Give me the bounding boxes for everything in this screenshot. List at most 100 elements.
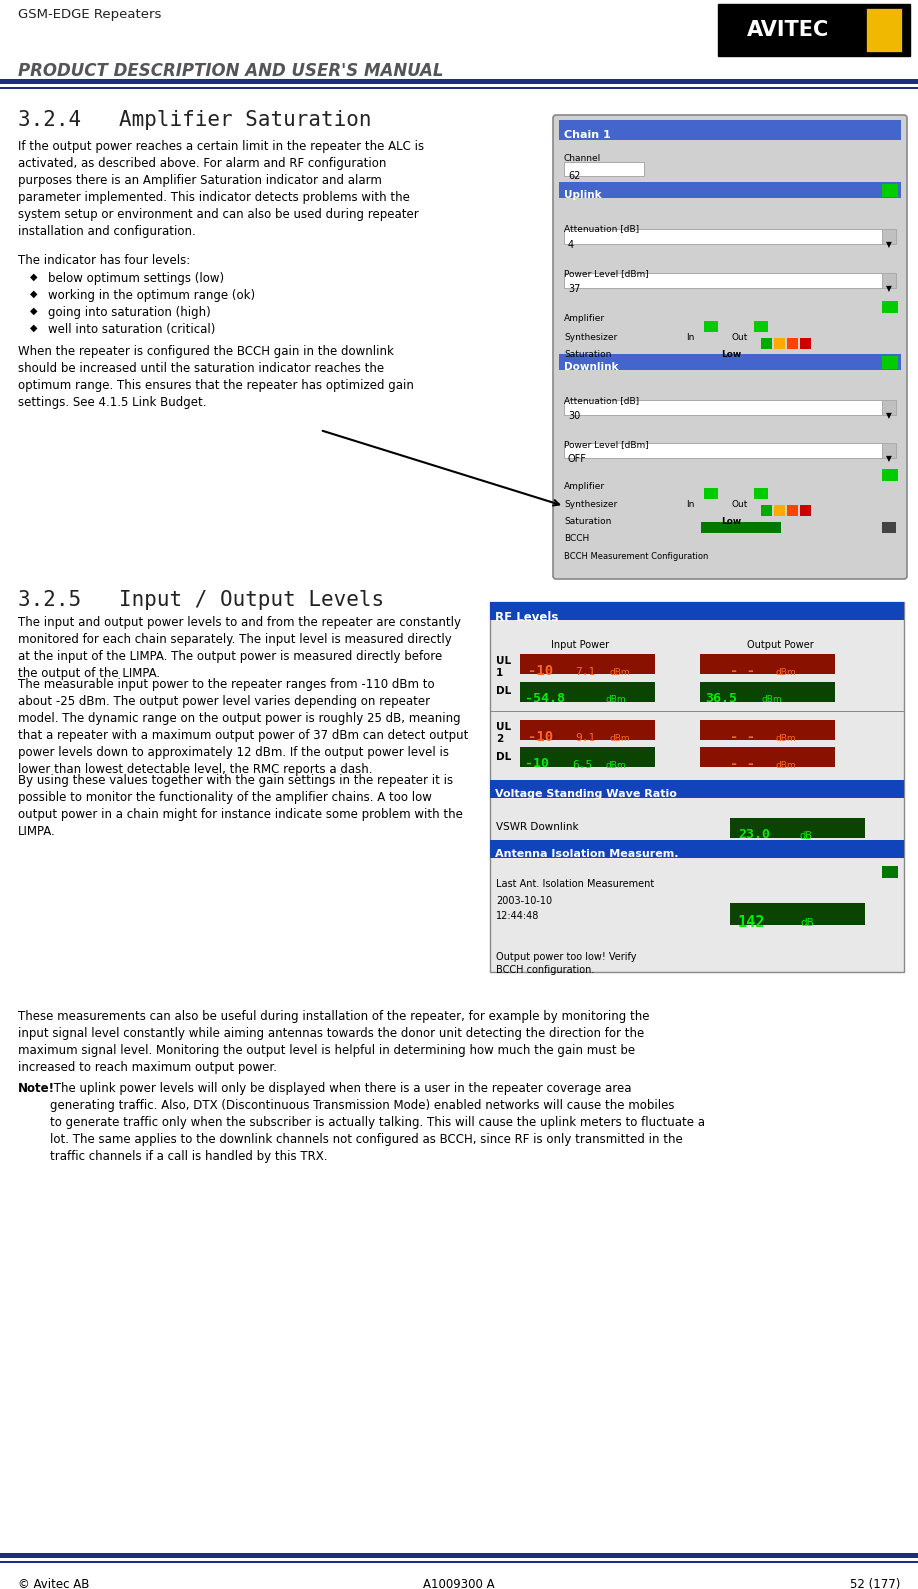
Bar — [700, 720, 835, 740]
Text: UL: UL — [496, 656, 511, 666]
Bar — [564, 229, 884, 245]
Text: By using these values together with the gain settings in the repeater it is
poss: By using these values together with the … — [18, 774, 463, 837]
Text: below optimum settings (low): below optimum settings (low) — [48, 272, 224, 284]
Bar — [564, 162, 644, 176]
Bar — [704, 321, 718, 332]
Text: 12:44:48: 12:44:48 — [496, 910, 540, 922]
Text: Saturation: Saturation — [564, 350, 611, 359]
Text: 62: 62 — [568, 172, 580, 181]
Text: OFF: OFF — [568, 454, 587, 464]
Bar — [754, 321, 768, 332]
Text: These measurements can also be useful during installation of the repeater, for e: These measurements can also be useful du… — [18, 1011, 650, 1074]
Text: GSM-EDGE Repeaters: GSM-EDGE Repeaters — [18, 8, 162, 21]
Bar — [882, 523, 896, 532]
Bar — [700, 747, 835, 767]
Text: ▼: ▼ — [886, 454, 892, 462]
Bar — [520, 747, 655, 767]
Bar — [700, 682, 835, 702]
Text: ◆: ◆ — [30, 323, 38, 334]
Text: ◆: ◆ — [30, 307, 38, 316]
Text: dBm: dBm — [775, 734, 796, 744]
Text: The indicator has four levels:: The indicator has four levels: — [18, 254, 190, 267]
FancyBboxPatch shape — [553, 114, 907, 578]
Text: dBm: dBm — [610, 734, 631, 744]
Text: Chain 1: Chain 1 — [564, 130, 610, 140]
Text: 6.5: 6.5 — [572, 760, 592, 771]
Text: Amplifier: Amplifier — [564, 315, 605, 323]
Text: In: In — [686, 334, 694, 342]
Text: - -: - - — [730, 756, 756, 771]
Text: Attenuation [dB]: Attenuation [dB] — [564, 224, 639, 234]
Text: Low: Low — [721, 516, 741, 526]
Bar — [787, 338, 798, 350]
Text: dBm: dBm — [605, 694, 626, 704]
Text: UL: UL — [496, 721, 511, 733]
Text: Low: Low — [721, 350, 741, 359]
Text: 1: 1 — [496, 667, 503, 679]
Text: A1009300 A: A1009300 A — [423, 1578, 495, 1589]
Text: 3.2.5   Input / Output Levels: 3.2.5 Input / Output Levels — [18, 590, 384, 610]
Bar — [559, 121, 901, 140]
Bar — [754, 488, 768, 499]
Text: going into saturation (high): going into saturation (high) — [48, 307, 211, 319]
Text: 23.0: 23.0 — [738, 828, 770, 841]
Bar — [564, 443, 884, 458]
Bar — [490, 841, 904, 858]
Text: ◆: ◆ — [30, 272, 38, 281]
Text: Amplifier: Amplifier — [564, 481, 605, 491]
Text: 30: 30 — [568, 412, 580, 421]
Bar — [559, 183, 901, 199]
Bar — [761, 338, 772, 350]
Text: BCCH: BCCH — [564, 534, 589, 543]
Text: RF Levels: RF Levels — [495, 612, 558, 624]
Text: 2: 2 — [496, 734, 503, 744]
Text: -10: -10 — [528, 664, 554, 679]
Bar — [559, 354, 901, 370]
Text: 37: 37 — [568, 284, 580, 294]
Text: dBm: dBm — [775, 761, 796, 771]
Text: 52 (177): 52 (177) — [850, 1578, 900, 1589]
Bar — [774, 505, 785, 516]
Text: Antenna Isolation Measurem.: Antenna Isolation Measurem. — [495, 849, 678, 860]
Bar — [704, 488, 718, 499]
Text: The input and output power levels to and from the repeater are constantly
monito: The input and output power levels to and… — [18, 617, 461, 680]
Text: Input Power: Input Power — [551, 640, 609, 650]
Bar — [882, 400, 896, 415]
Text: Synthesizer: Synthesizer — [564, 334, 617, 342]
Text: 4: 4 — [568, 240, 574, 249]
Text: working in the optimum range (ok): working in the optimum range (ok) — [48, 289, 255, 302]
Bar — [730, 818, 865, 837]
Bar — [0, 1560, 918, 1564]
Text: Uplink: Uplink — [564, 191, 601, 200]
Bar — [800, 505, 811, 516]
Text: dB: dB — [800, 918, 813, 928]
Text: BCCH configuration.: BCCH configuration. — [496, 965, 594, 976]
Text: © Avitec AB: © Avitec AB — [18, 1578, 89, 1589]
Bar — [520, 720, 655, 740]
Text: PRODUCT DESCRIPTION AND USER'S MANUAL: PRODUCT DESCRIPTION AND USER'S MANUAL — [18, 62, 443, 79]
Text: DL: DL — [496, 686, 511, 696]
Bar — [882, 229, 896, 245]
Bar — [700, 655, 835, 674]
Text: Channel: Channel — [564, 154, 601, 164]
Text: DL: DL — [496, 752, 511, 763]
Text: Output power too low! Verify: Output power too low! Verify — [496, 952, 636, 961]
Text: dBm: dBm — [605, 761, 626, 771]
Text: 36.5: 36.5 — [705, 691, 737, 706]
Bar — [730, 903, 865, 925]
Bar — [866, 8, 902, 52]
Bar — [800, 338, 811, 350]
Bar — [564, 273, 884, 288]
Text: Voltage Standing Wave Ratio: Voltage Standing Wave Ratio — [495, 790, 677, 799]
Text: dBm: dBm — [762, 694, 783, 704]
Text: Last Ant. Isolation Measurement: Last Ant. Isolation Measurement — [496, 879, 655, 888]
Bar — [490, 602, 904, 972]
Bar — [774, 338, 785, 350]
Text: Power Level [dBm]: Power Level [dBm] — [564, 440, 649, 450]
Bar — [882, 469, 898, 481]
Text: dBm: dBm — [775, 667, 796, 677]
Text: If the output power reaches a certain limit in the repeater the ALC is
activated: If the output power reaches a certain li… — [18, 140, 424, 238]
Text: well into saturation (critical): well into saturation (critical) — [48, 323, 216, 335]
Text: Power Level [dBm]: Power Level [dBm] — [564, 269, 649, 278]
Text: When the repeater is configured the BCCH gain in the downlink
should be increase: When the repeater is configured the BCCH… — [18, 345, 414, 408]
